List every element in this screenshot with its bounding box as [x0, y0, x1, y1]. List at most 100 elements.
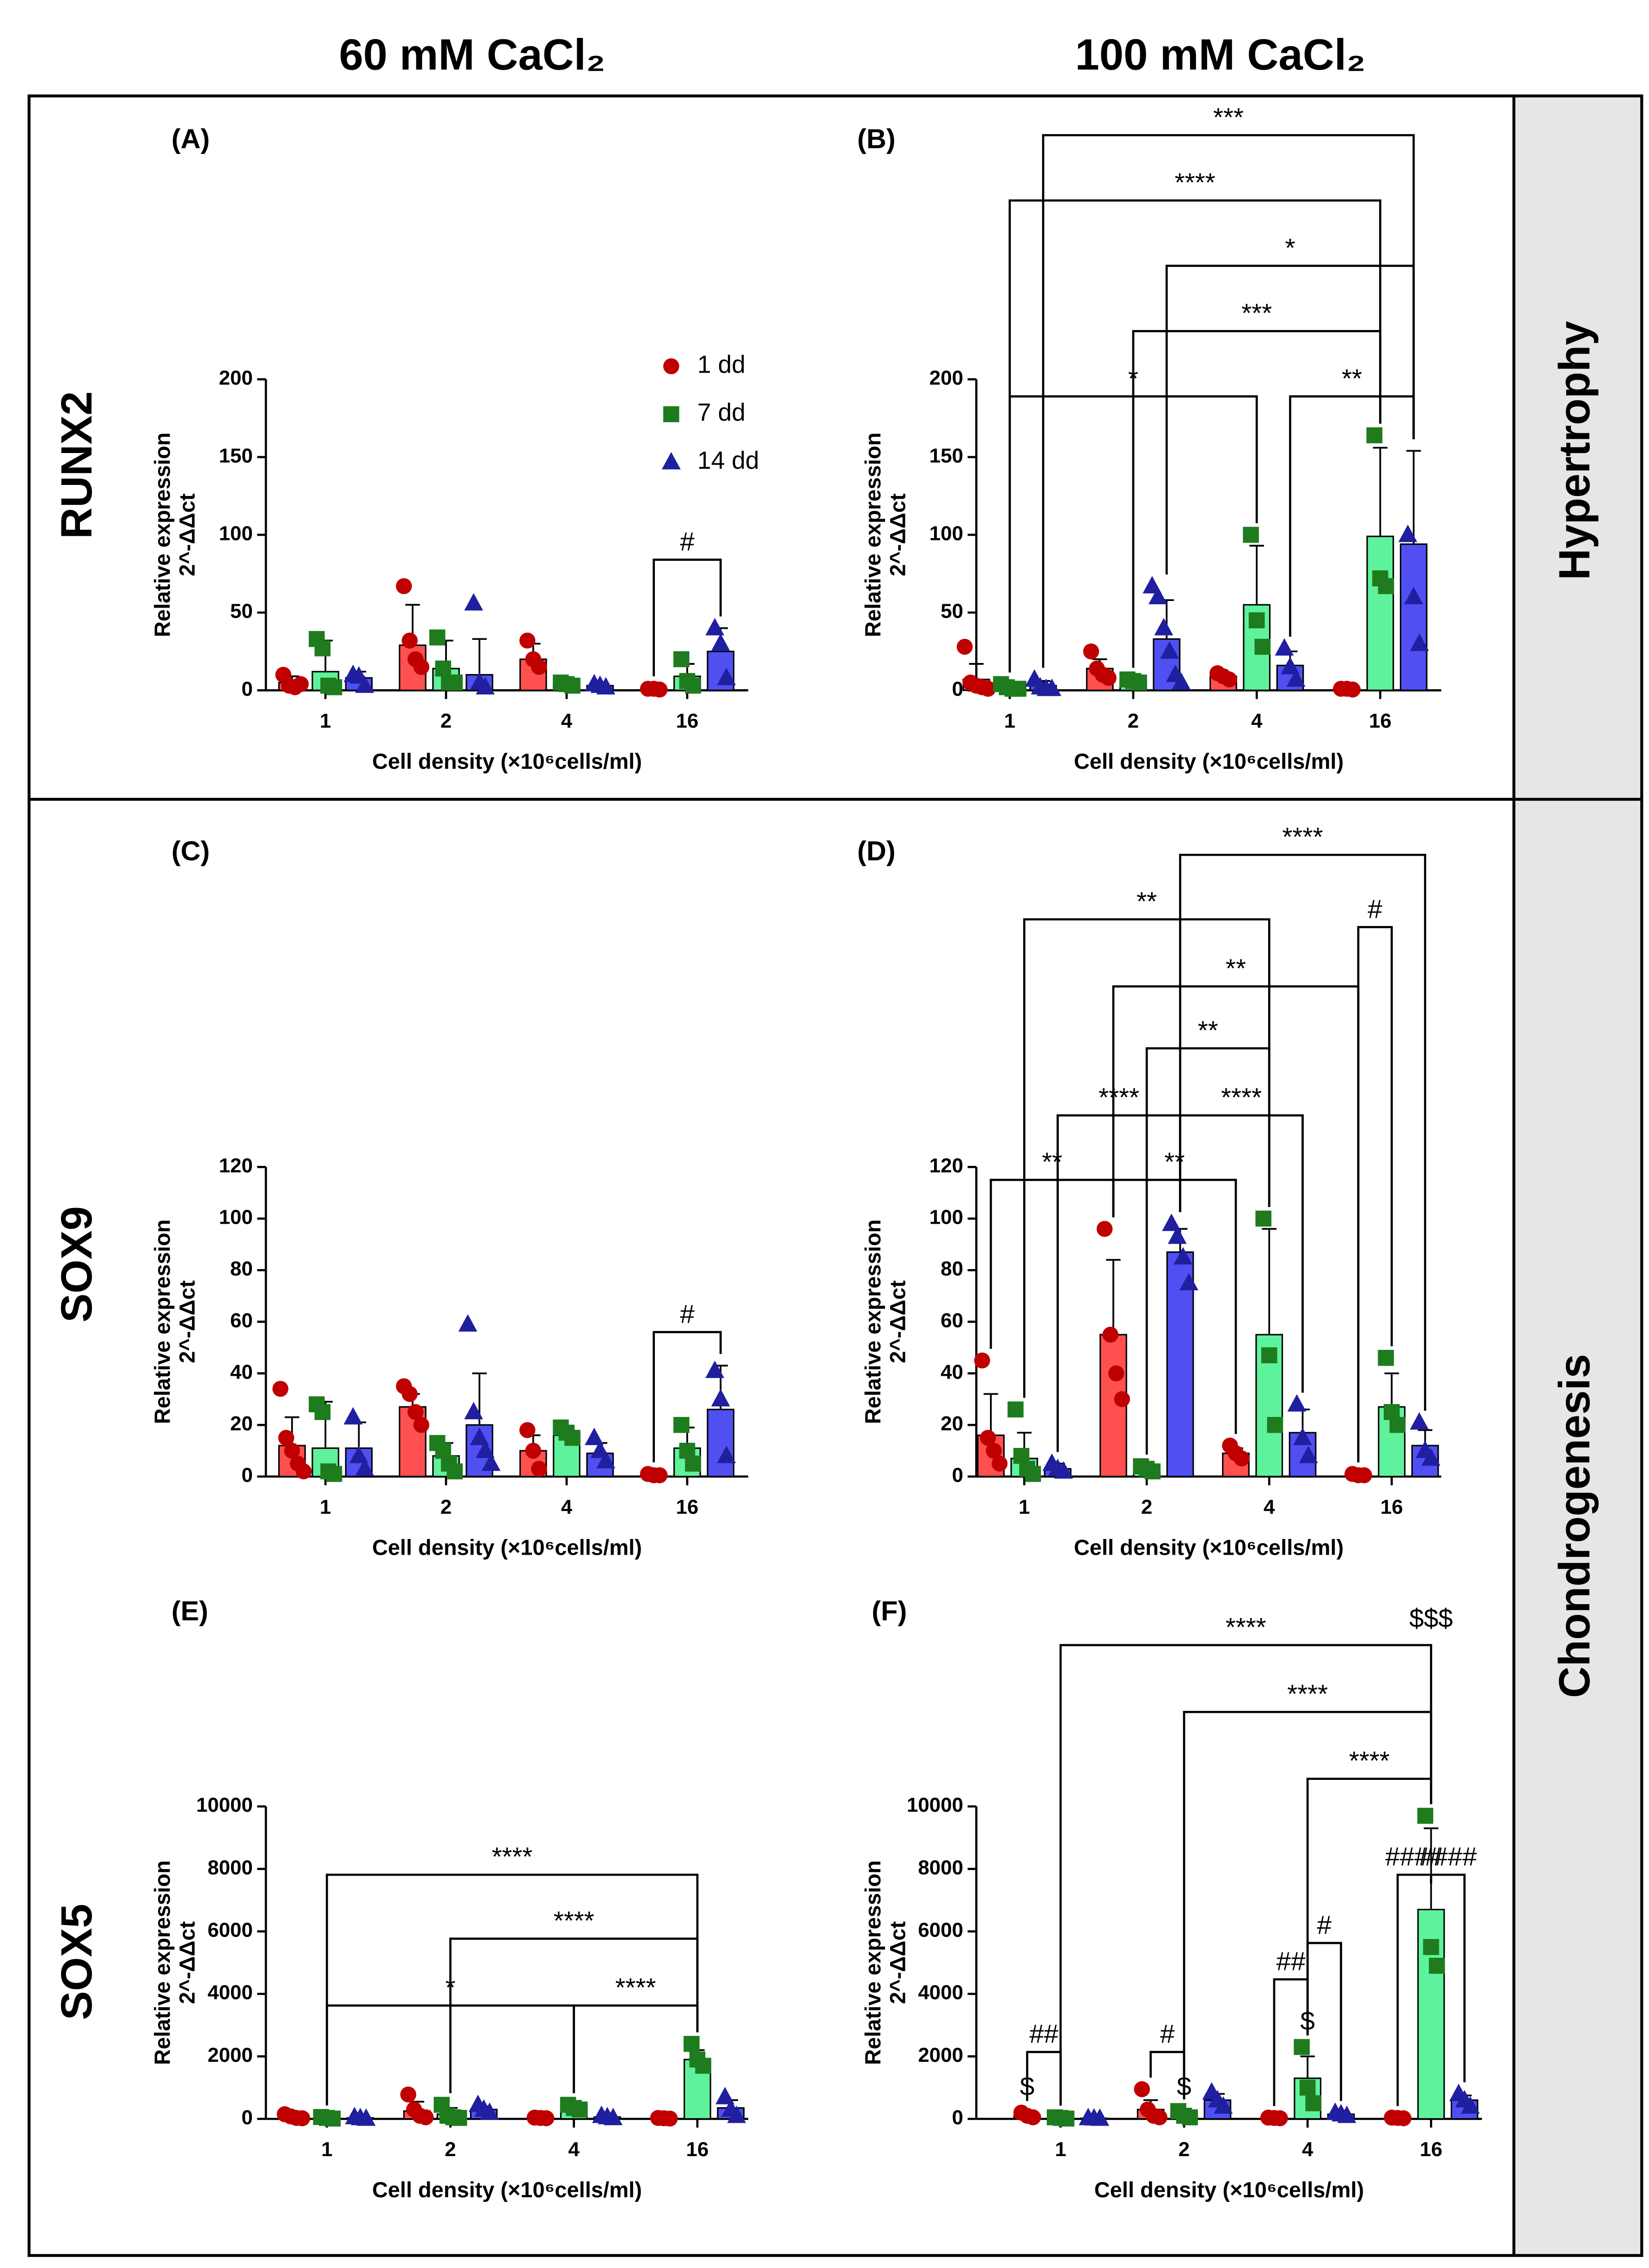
data-point: [1286, 669, 1306, 687]
data-point: [1234, 1450, 1250, 1467]
data-point: [1337, 2105, 1356, 2123]
legend-label: 1 dd: [697, 351, 745, 378]
y-tick-label: 4000: [918, 1981, 963, 2004]
significance-bracket: [1112, 985, 1360, 1463]
data-point: [711, 633, 730, 651]
x-axis-label: Cell density (×10⁶cells/ml): [372, 2177, 642, 2202]
data-point: [596, 1451, 616, 1469]
significance-bracket: [1273, 1978, 1309, 2106]
data-point: [1054, 1461, 1073, 1479]
data-point: [1366, 427, 1383, 443]
data-point: [407, 1404, 424, 1420]
y-tick-label: 0: [952, 2106, 963, 2129]
data-point: [1100, 670, 1117, 686]
y-tick-label: 120: [219, 1154, 253, 1177]
x-tick-label: 1: [1019, 1496, 1030, 1519]
significance-label: ***: [1213, 103, 1244, 132]
significance-bracket: [653, 1331, 722, 1463]
x-axis-label: Cell density (×10⁶cells/ml): [1074, 749, 1344, 773]
data-point: [596, 677, 616, 695]
data-point: [402, 1386, 418, 1402]
section-label: Chondrogenesis: [1550, 1354, 1599, 1698]
y-tick-label: 120: [929, 1154, 963, 1177]
y-tick-label: 4000: [208, 1981, 253, 2004]
y-tick-label: 40: [941, 1361, 963, 1383]
data-point: [1254, 638, 1271, 655]
panel-label: (C): [171, 835, 210, 866]
data-point: [324, 2110, 341, 2127]
significance-bracket: [989, 1178, 1115, 1349]
x-tick-label: 4: [1251, 710, 1263, 732]
data-point: [343, 1407, 363, 1425]
x-tick-label: 1: [1055, 2138, 1066, 2161]
y-tick-label: 10000: [907, 1794, 963, 1816]
y-tick-label: 40: [230, 1361, 253, 1383]
significance-label: ****: [1283, 822, 1323, 852]
y-axis-label: 2^-ΔΔct: [175, 1921, 199, 2004]
data-point: [673, 651, 690, 668]
y-tick-label: 6000: [918, 1919, 963, 1942]
x-tick-label: 1: [320, 1496, 331, 1519]
bar: [1366, 535, 1394, 691]
y-axis-label: Relative expression: [150, 1860, 175, 2065]
panel-label: (B): [857, 123, 896, 154]
data-point: [1421, 1448, 1441, 1466]
y-tick-label: 0: [952, 678, 963, 700]
y-tick-label: 10000: [196, 1794, 253, 1816]
data-point: [564, 677, 580, 694]
x-tick-label: 4: [561, 1496, 573, 1519]
y-axis-label: 2^-ΔΔct: [885, 493, 910, 576]
x-tick-label: 2: [440, 710, 452, 732]
data-point: [1305, 2095, 1322, 2111]
x-tick-label: 4: [568, 2138, 580, 2161]
data-point: [1108, 1365, 1124, 1382]
data-point: [1344, 681, 1361, 698]
data-point: [356, 2108, 376, 2126]
data-point: [1299, 2079, 1316, 2096]
significance-symbol: $: [1177, 2072, 1191, 2101]
x-tick-label: 2: [1179, 2138, 1190, 2161]
y-tick-label: 150: [219, 444, 253, 467]
significance-bracket: [1008, 199, 1381, 673]
data-point: [685, 677, 701, 694]
significance-label: **: [1342, 364, 1362, 393]
significance-label: #: [680, 1300, 695, 1329]
data-point: [1144, 1463, 1161, 1480]
data-point: [717, 668, 736, 686]
legend-label: 14 dd: [697, 447, 759, 474]
data-point: [705, 1361, 725, 1378]
significance-label: #: [1368, 895, 1382, 924]
data-point: [402, 632, 418, 649]
y-axis-label: Relative expression: [150, 1220, 175, 1424]
data-point: [417, 2109, 434, 2126]
column-title: 60 mM CaCl₂: [339, 31, 605, 79]
row-label: SOX9: [52, 1206, 101, 1323]
significance-bracket: [1132, 330, 1381, 668]
data-point: [585, 1428, 604, 1445]
significance-bracket: [1179, 1114, 1304, 1393]
data-point: [326, 679, 342, 695]
data-point: [1423, 1939, 1439, 1955]
x-tick-label: 4: [1302, 2138, 1313, 2161]
y-tick-label: 0: [242, 1464, 253, 1487]
significance-label: ***: [1241, 299, 1272, 328]
data-point: [525, 1442, 541, 1459]
data-point: [1417, 1808, 1434, 1824]
data-point: [1378, 578, 1394, 595]
x-tick-label: 1: [320, 710, 331, 732]
y-tick-label: 200: [219, 367, 253, 389]
significance-label: ##: [1029, 2019, 1058, 2048]
significance-label: ****: [554, 1906, 594, 1935]
y-axis-label: Relative expression: [861, 432, 885, 637]
data-point: [1398, 524, 1417, 542]
data-point: [985, 1442, 1002, 1459]
data-point: [1356, 1467, 1372, 1483]
data-point: [974, 1352, 990, 1369]
data-point: [1148, 587, 1167, 605]
x-tick-label: 1: [1004, 710, 1015, 732]
x-tick-label: 16: [676, 710, 698, 732]
significance-label: ****: [1349, 1746, 1390, 1775]
y-axis-label: Relative expression: [150, 432, 175, 637]
significance-bracket: [1042, 134, 1415, 668]
row-label: RUNX2: [52, 391, 101, 539]
